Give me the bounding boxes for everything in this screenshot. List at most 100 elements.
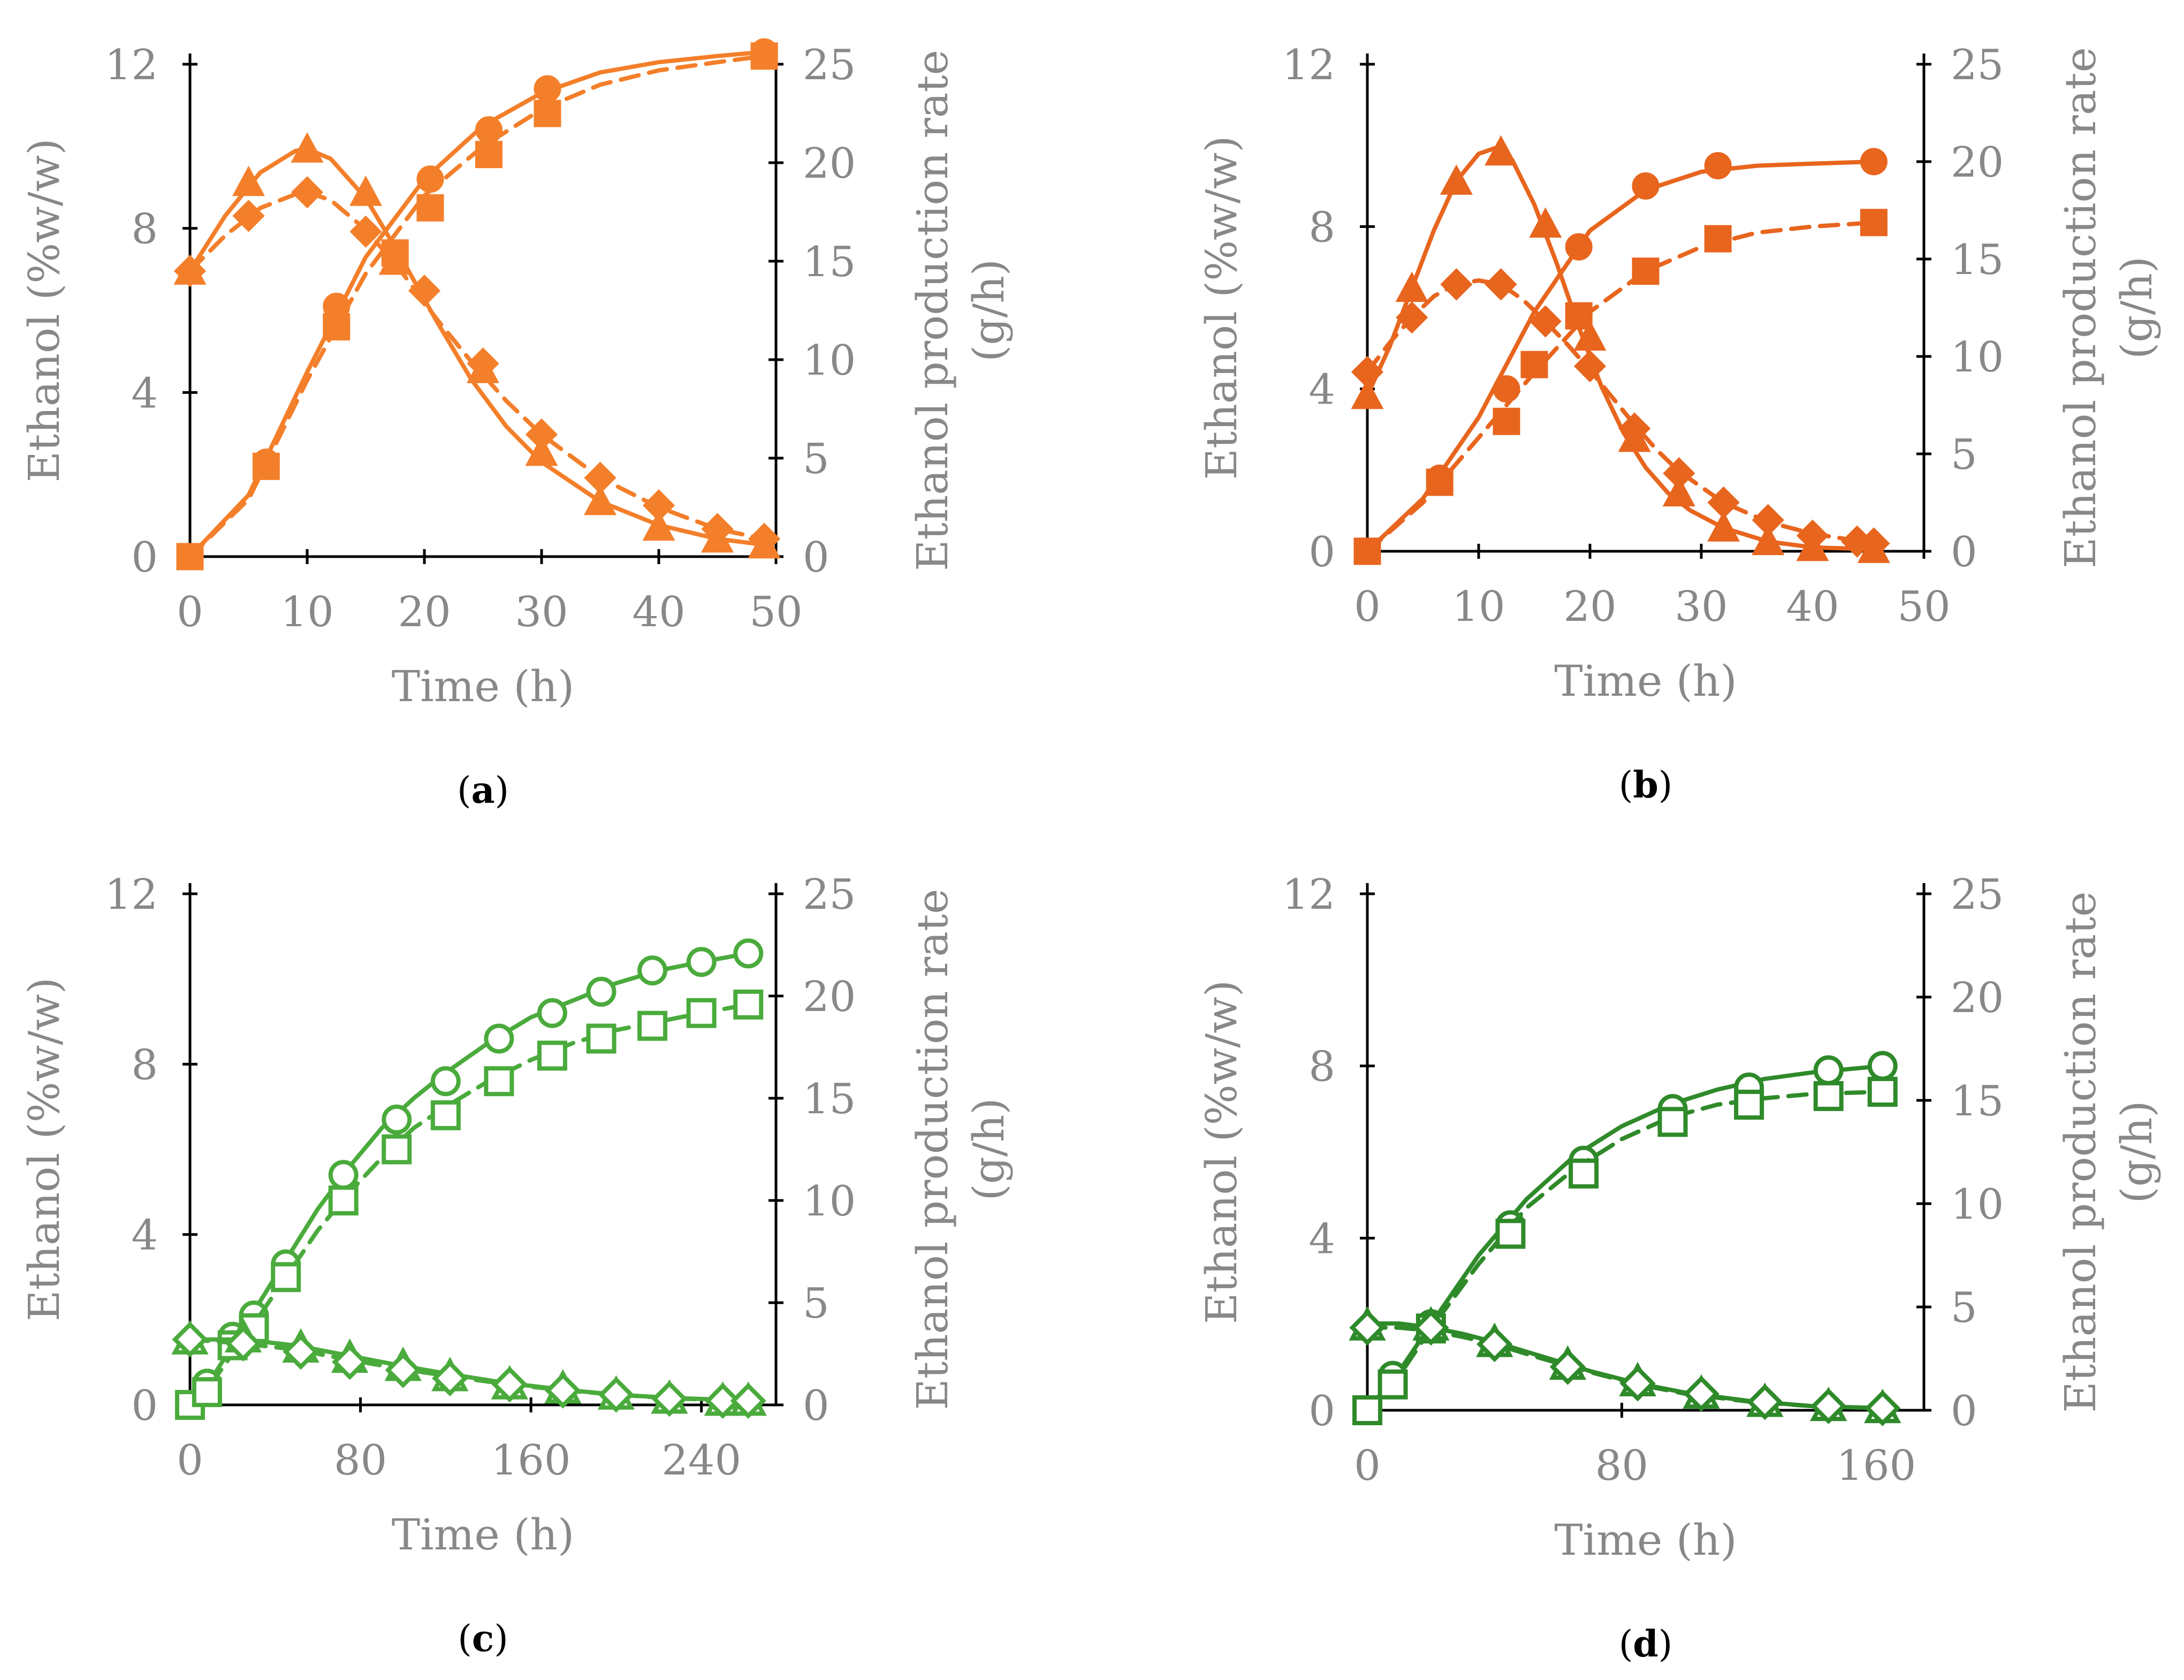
x-tick-label: 0 bbox=[1354, 583, 1381, 631]
y-right-tick-label: 5 bbox=[1951, 1284, 1977, 1332]
chart-panel-d: 0 80 160 0 4 8 12 0 5 10 15 20 25 Time (h) Ethanol (%w… bbox=[1197, 871, 2162, 1666]
y-left-tick-label: 4 bbox=[1308, 366, 1335, 414]
marker-triangle bbox=[642, 510, 675, 541]
marker-diamond bbox=[331, 1344, 368, 1380]
marker-square bbox=[382, 1134, 412, 1165]
y-right-tick-label: 20 bbox=[803, 973, 856, 1021]
y-right-tick-label: 20 bbox=[1951, 139, 2004, 187]
marker-circle bbox=[430, 1066, 461, 1097]
marker-diamond bbox=[1663, 457, 1695, 490]
marker-diamond bbox=[432, 1360, 468, 1396]
marker-diamond bbox=[283, 1334, 319, 1370]
y-right-axis-title-line1: Ethanol production rate bbox=[908, 50, 957, 571]
panel-caption: (a) bbox=[457, 769, 509, 812]
y-left-tick-label: 8 bbox=[131, 1041, 158, 1089]
marker-triangle bbox=[1395, 271, 1428, 302]
caption-paren-open: ( bbox=[458, 1618, 472, 1660]
marker-circle bbox=[733, 938, 764, 969]
marker-circle bbox=[1704, 152, 1732, 180]
marker-square bbox=[328, 1185, 359, 1215]
marker-triangle bbox=[232, 165, 265, 196]
marker-triangle bbox=[1485, 135, 1518, 166]
caption-paren-close: ) bbox=[494, 1618, 508, 1660]
marker-square bbox=[1734, 1090, 1764, 1120]
marker-diamond bbox=[172, 1321, 208, 1358]
y-right-tick-label: 25 bbox=[1951, 871, 2004, 919]
marker-diamond bbox=[525, 418, 558, 451]
y-right-tick-label: 25 bbox=[1951, 41, 2004, 89]
marker-triangle bbox=[1573, 320, 1607, 351]
marker-square bbox=[733, 989, 764, 1020]
marker-square bbox=[1495, 1219, 1526, 1249]
marker-diamond bbox=[1752, 504, 1784, 536]
marker-square bbox=[176, 543, 204, 571]
marker-square bbox=[1493, 407, 1520, 435]
marker-diamond bbox=[1396, 301, 1428, 334]
caption-letter: d bbox=[1633, 1623, 1658, 1666]
y-right-tick-label: 0 bbox=[1951, 528, 1977, 576]
marker-square bbox=[537, 1040, 567, 1071]
caption-paren-close: ) bbox=[1658, 764, 1673, 807]
marker-diamond bbox=[1440, 268, 1473, 301]
y-right-tick-label: 5 bbox=[1951, 431, 1977, 479]
marker-triangle bbox=[378, 244, 412, 275]
y-left-tick-label: 8 bbox=[131, 206, 158, 254]
marker-diamond bbox=[1529, 305, 1562, 338]
marker-diamond bbox=[408, 275, 441, 307]
marker-diamond bbox=[642, 489, 675, 522]
marker-square bbox=[416, 194, 444, 222]
marker-diamond bbox=[545, 1372, 581, 1409]
marker-diamond bbox=[1485, 268, 1517, 301]
x-tick-label: 80 bbox=[334, 1436, 387, 1485]
marker-diamond bbox=[1858, 527, 1890, 560]
y-right-tick-label: 15 bbox=[803, 1075, 856, 1123]
marker-circle bbox=[686, 947, 717, 977]
marker-circle bbox=[637, 955, 668, 986]
caption-letter: a bbox=[471, 769, 494, 812]
y-right-axis-title-line2: (g/h) bbox=[2112, 1100, 2162, 1203]
marker-square bbox=[1813, 1081, 1844, 1111]
marker-circle bbox=[328, 1160, 359, 1190]
y-right-axis-title-line1: Ethanol production rate bbox=[2056, 892, 2105, 1413]
marker-triangle bbox=[349, 176, 383, 206]
y-left-tick-label: 12 bbox=[105, 41, 158, 89]
x-tick-label: 160 bbox=[491, 1436, 571, 1485]
marker-diamond bbox=[291, 176, 324, 209]
caption-paren-open: ( bbox=[457, 770, 471, 812]
marker-diamond bbox=[1707, 486, 1740, 519]
y-right-axis-title-line2: (g/h) bbox=[964, 259, 1014, 362]
x-tick-label: 50 bbox=[1897, 583, 1950, 631]
marker-circle bbox=[1867, 1051, 1898, 1081]
marker-square bbox=[192, 1377, 222, 1408]
y-right-tick-label: 15 bbox=[1951, 236, 2004, 284]
x-tick-label: 80 bbox=[1595, 1442, 1648, 1490]
series-line-ethanol-dashed bbox=[1365, 220, 1876, 553]
y-left-tick-label: 12 bbox=[1282, 41, 1335, 89]
marker-circle bbox=[586, 977, 617, 1007]
caption-paren-close: ) bbox=[495, 770, 509, 812]
x-tick-label: 160 bbox=[1836, 1442, 1916, 1490]
y-right-tick-label: 20 bbox=[1951, 974, 2004, 1022]
marker-diamond bbox=[701, 513, 734, 545]
y-right-tick-label: 10 bbox=[803, 337, 856, 385]
marker-diamond bbox=[651, 1380, 688, 1417]
marker-triangle bbox=[1662, 476, 1695, 507]
marker-triangle bbox=[1351, 378, 1384, 409]
y-left-tick-label: 12 bbox=[1282, 871, 1335, 919]
panel-caption: (c) bbox=[458, 1617, 508, 1660]
y-right-tick-label: 10 bbox=[803, 1177, 856, 1226]
marker-square bbox=[1520, 351, 1548, 378]
y-left-tick-label: 12 bbox=[105, 871, 158, 919]
marker-diamond bbox=[1619, 1365, 1656, 1402]
marker-circle bbox=[1860, 148, 1888, 176]
x-tick-label: 30 bbox=[1675, 583, 1728, 631]
marker-square bbox=[484, 1066, 514, 1097]
marker-triangle bbox=[1529, 207, 1562, 238]
x-tick-label: 30 bbox=[515, 588, 568, 636]
y-right-tick-label: 10 bbox=[1951, 1181, 2004, 1229]
y-right-tick-label: 15 bbox=[1951, 1077, 2004, 1126]
marker-triangle bbox=[291, 132, 324, 163]
marker-diamond bbox=[491, 1366, 528, 1403]
marker-diamond bbox=[598, 1377, 635, 1413]
